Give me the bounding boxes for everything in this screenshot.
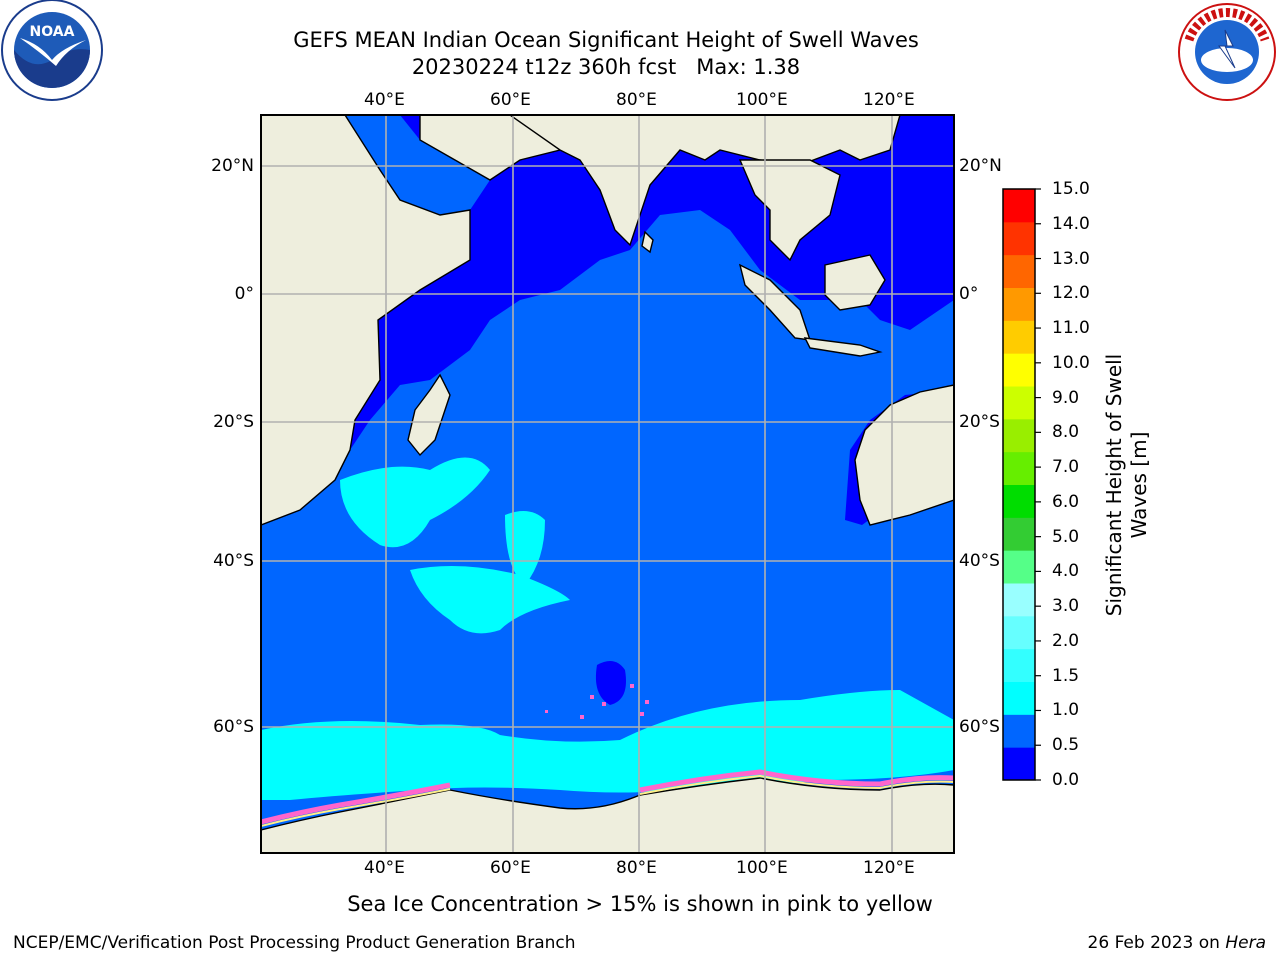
colorbar-swatch [1003, 583, 1035, 617]
colorbar-tick-label: 12.0 [1052, 283, 1090, 304]
colorbar-swatch [1003, 550, 1035, 584]
credit-right: 26 Feb 2023 on Hera [1088, 933, 1266, 953]
noaa-logo: NOAA [1, 0, 103, 101]
credit-date: 26 Feb 2023 on [1087, 933, 1220, 953]
colorbar-swatch [1003, 484, 1035, 518]
colorbar-tick-label: 3.0 [1052, 596, 1080, 617]
lon-label-top: 60°E [490, 90, 531, 110]
swell-patch [340, 457, 490, 548]
colorbar-tick-label: 11.0 [1052, 318, 1090, 339]
lat-label-right: 20°N [959, 156, 1002, 176]
lon-label-bottom: 60°E [490, 858, 531, 878]
colorbar-swatch [1003, 353, 1035, 387]
colorbar-tick-label: 6.0 [1052, 491, 1080, 512]
colorbar-swatch [1003, 648, 1035, 682]
lon-label-top: 40°E [364, 90, 405, 110]
colorbar-swatch [1003, 189, 1035, 223]
lat-label-right: 60°S [959, 717, 1000, 737]
colorbar-swatch [1003, 615, 1035, 650]
lat-label-left: 40°S [213, 551, 254, 571]
credit-host: Hera [1225, 933, 1266, 953]
lon-label-top: 80°E [616, 90, 657, 110]
lon-label-bottom: 80°E [616, 858, 657, 878]
colorbar-tick-label: 10.0 [1052, 352, 1090, 373]
colorbar-tick-label: 5.0 [1052, 526, 1080, 547]
graticule [261, 115, 954, 853]
lon-label-bottom: 120°E [863, 858, 915, 878]
colorbar-tick-label: 8.0 [1052, 422, 1080, 443]
colorbar-swatch [1003, 517, 1035, 551]
colorbar-swatch [1003, 221, 1035, 256]
lat-label-right: 40°S [959, 551, 1000, 571]
map-title: GEFS MEAN Indian Ocean Significant Heigh… [293, 28, 919, 52]
credit-left: NCEP/EMC/Verification Post Processing Pr… [13, 933, 576, 953]
colorbar-swatch [1003, 747, 1035, 781]
swell-patch [410, 566, 570, 634]
colorbar-label-line: Significant Height of Swell [1102, 353, 1126, 617]
lat-label-left: 20°S [213, 412, 254, 432]
colorbar-swatch [1003, 386, 1035, 420]
colorbar-swatch [1003, 320, 1035, 354]
colorbar-tick-label: 15.0 [1052, 179, 1090, 199]
sea-ice-note: Sea Ice Concentration > 15% is shown in … [0, 891, 1280, 917]
colorbar-tick-label: 7.0 [1052, 457, 1080, 478]
colorbar-tick-label: 4.0 [1052, 561, 1080, 582]
colorbar-tick-label: 1.0 [1052, 700, 1080, 721]
lon-label-bottom: 100°E [736, 858, 788, 878]
swell-patch [505, 511, 545, 585]
colorbar-tick-label: 0.0 [1052, 770, 1080, 790]
lat-label-left: 20°N [211, 156, 254, 176]
lon-label-top: 100°E [736, 90, 788, 110]
lat-label-right: 20°S [959, 412, 1000, 432]
colorbar-swatch [1003, 681, 1035, 715]
colorbar-tick-label: 2.0 [1052, 630, 1080, 651]
lon-label-bottom: 40°E [364, 858, 405, 878]
colorbar-swatch [1003, 451, 1035, 485]
map-subtitle: 20230224 t12z 360h fcst Max: 1.38 [411, 55, 801, 79]
colorbar-label-line: Waves [m] [1127, 431, 1151, 539]
colorbar-label-text: Significant Height of Swell Waves [m] [1102, 354, 1152, 616]
colorbar-tick-label: 9.0 [1052, 387, 1080, 408]
lat-label-left: 60°S [213, 717, 254, 737]
nws-logo [1178, 3, 1276, 101]
sea-ice-edge [261, 769, 954, 825]
svg-text:NOAA: NOAA [30, 24, 75, 40]
lon-label-top: 120°E [863, 90, 915, 110]
map-plot-area [261, 115, 954, 853]
colorbar-swatch [1003, 714, 1035, 748]
colorbar-tick-label: 1.5 [1052, 665, 1080, 686]
sea-ice-note-text: Sea Ice Concentration > 15% is shown in … [347, 892, 933, 916]
lat-label-left: 0° [234, 284, 254, 304]
colorbar [1003, 188, 1041, 781]
colorbar-tick-label: 14.0 [1052, 213, 1090, 234]
colorbar-tick-label: 13.0 [1052, 248, 1090, 269]
swell-patch [261, 690, 954, 800]
colorbar-swatch [1003, 287, 1035, 321]
colorbar-swatch [1003, 254, 1035, 288]
colorbar-swatch [1003, 418, 1035, 453]
lat-label-right: 0° [959, 284, 979, 304]
colorbar-tick-label: 0.5 [1052, 735, 1080, 756]
